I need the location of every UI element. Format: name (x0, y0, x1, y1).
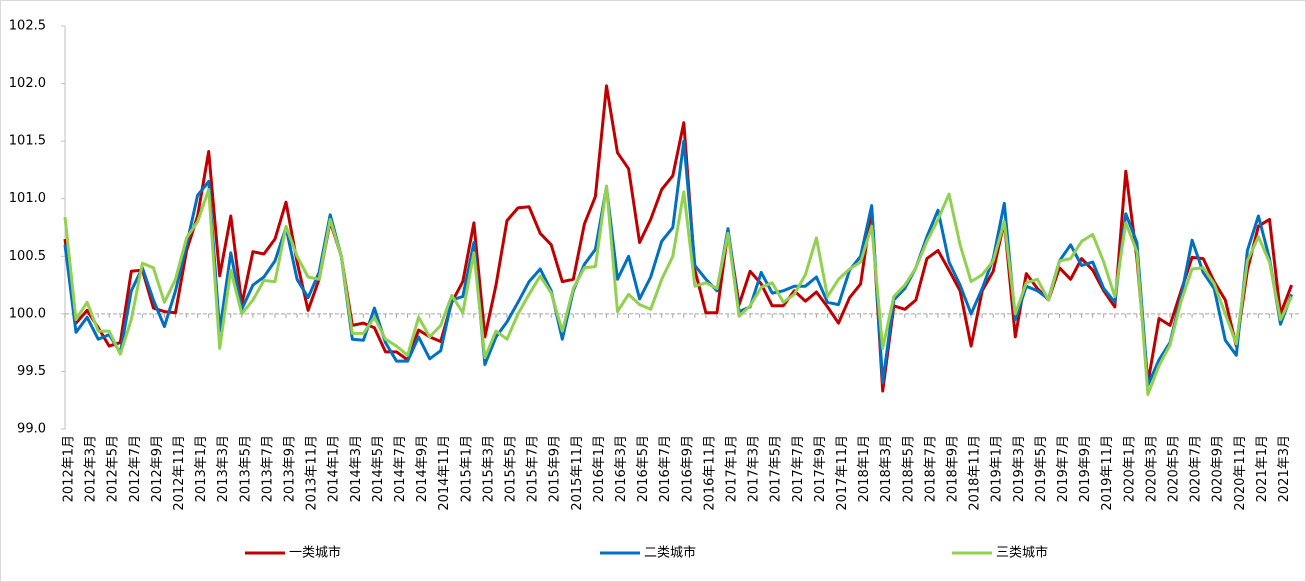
legend-label: 一类城市 (289, 545, 341, 561)
x-tick-label: 2016年7月 (658, 435, 673, 502)
x-tick-label: 2017年1月 (725, 435, 740, 502)
x-tick-label: 2018年7月 (923, 435, 938, 502)
x-tick-label: 2016年11月 (702, 435, 717, 511)
x-tick-label: 2019年11月 (1100, 435, 1115, 511)
x-tick-label: 2013年5月 (238, 435, 253, 502)
x-tick-label: 2012年7月 (128, 435, 143, 502)
y-tick-label: 102.5 (9, 19, 46, 34)
y-tick-label: 100.0 (9, 306, 46, 321)
x-tick-label: 2020年11月 (1233, 435, 1248, 511)
x-tick-label: 2021年3月 (1277, 435, 1292, 502)
x-tick-label: 2017年5月 (769, 435, 784, 502)
x-tick-label: 2020年3月 (1144, 435, 1159, 502)
y-tick-label: 101.0 (9, 191, 46, 206)
x-tick-label: 2021年1月 (1255, 435, 1270, 502)
x-tick-label: 2018年1月 (857, 435, 872, 502)
x-tick-label: 2016年3月 (614, 435, 629, 502)
x-tick-label: 2014年9月 (415, 435, 430, 502)
x-tick-label: 2018年9月 (946, 435, 961, 502)
x-tick-label: 2014年11月 (437, 435, 452, 511)
series-line (63, 184, 1293, 396)
y-tick-label: 101.5 (9, 134, 46, 149)
x-tick-label: 2014年3月 (349, 435, 364, 502)
x-tick-label: 2018年3月 (879, 435, 894, 502)
x-tick-label: 2016年9月 (680, 435, 695, 502)
y-tick-label: 100.5 (9, 249, 46, 264)
y-tick-label: 99.0 (17, 422, 46, 437)
series-line (63, 139, 1294, 387)
legend-label: 二类城市 (644, 545, 696, 561)
x-tick-label: 2012年5月 (106, 435, 121, 502)
x-tick-label: 2015年7月 (526, 435, 541, 502)
x-tick-label: 2014年5月 (371, 435, 386, 502)
x-tick-label: 2016年5月 (636, 435, 651, 502)
x-tick-label: 2017年9月 (813, 435, 828, 502)
x-tick-label: 2019年7月 (1056, 435, 1071, 502)
x-tick-label: 2017年7月 (791, 435, 806, 502)
x-tick-label: 2018年11月 (968, 435, 983, 511)
x-tick-label: 2013年1月 (194, 435, 209, 502)
x-tick-label: 2013年3月 (216, 435, 231, 502)
x-tick-label: 2017年11月 (835, 435, 850, 511)
x-tick-label: 2020年5月 (1167, 435, 1182, 502)
x-tick-label: 2020年1月 (1122, 435, 1137, 502)
x-tick-label: 2015年1月 (459, 435, 474, 502)
x-tick-label: 2013年9月 (283, 435, 298, 502)
x-tick-label: 2020年7月 (1189, 435, 1204, 502)
y-tick-label: 102.0 (9, 76, 46, 91)
x-tick-label: 2013年11月 (305, 435, 320, 511)
x-tick-label: 2014年1月 (327, 435, 342, 502)
x-tick-label: 2012年9月 (150, 435, 165, 502)
x-tick-label: 2013年7月 (260, 435, 275, 502)
x-tick-label: 2015年3月 (481, 435, 496, 502)
x-tick-label: 2019年9月 (1078, 435, 1093, 502)
x-tick-label: 2017年3月 (747, 435, 762, 502)
x-tick-label: 2012年3月 (84, 435, 99, 502)
x-tick-label: 2019年5月 (1034, 435, 1049, 502)
x-tick-label: 2015年5月 (504, 435, 519, 502)
x-tick-label: 2019年1月 (990, 435, 1005, 502)
x-tick-label: 2015年9月 (548, 435, 563, 502)
x-tick-label: 2012年1月 (62, 435, 77, 502)
x-tick-label: 2014年7月 (393, 435, 408, 502)
x-tick-label: 2015年11月 (570, 435, 585, 511)
x-tick-label: 2016年1月 (592, 435, 607, 502)
x-tick-label: 2012年11月 (172, 435, 187, 511)
x-tick-label: 2020年9月 (1211, 435, 1226, 502)
y-tick-label: 99.5 (17, 364, 46, 379)
x-tick-label: 2018年5月 (901, 435, 916, 502)
x-tick-label: 2019年3月 (1012, 435, 1027, 502)
legend-label: 三类城市 (996, 545, 1048, 561)
